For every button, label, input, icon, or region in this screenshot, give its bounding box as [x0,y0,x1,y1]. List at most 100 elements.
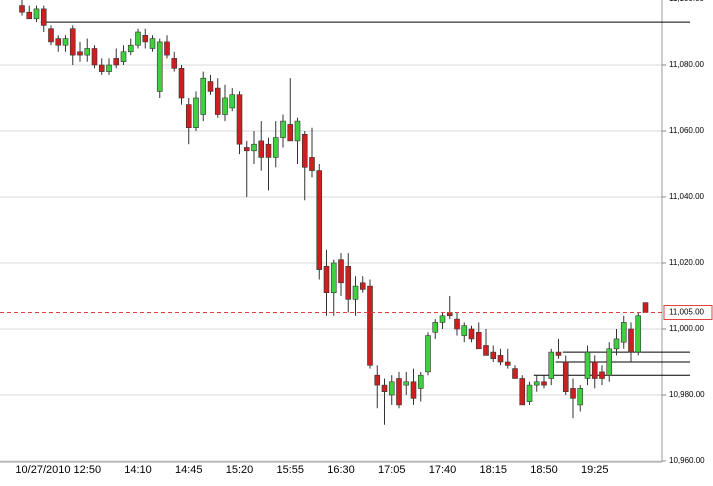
candle-body [62,38,69,46]
candle-body [149,38,156,49]
candle-body [620,322,627,343]
candle-body [577,388,584,406]
candle-body [374,374,381,386]
candle-body [164,41,170,56]
x-tick-label: 14:45 [175,464,203,476]
candle-body [127,44,134,53]
candle-body [106,64,112,72]
candle-body [77,51,83,56]
candle-body [142,34,149,43]
candle-body [475,331,482,350]
y-tick-label: 10,960.00 [669,456,705,465]
candle-body [287,124,294,142]
candle-body [591,361,598,379]
y-tick-label: 11,080.00 [669,60,705,69]
y-tick-label: 11,000.00 [669,324,705,333]
candle-body [330,262,337,294]
candle-body [461,325,468,336]
y-tick-label: 10,980.00 [669,390,705,399]
candle-body [504,361,511,366]
candle-body [120,51,127,62]
candle-body [526,384,533,402]
candle-body [280,120,286,138]
candle-body [417,374,424,389]
candle-body [316,170,323,270]
candle-body [396,378,402,406]
candle-body [533,381,540,386]
candle-body [613,338,620,350]
candle-body [381,384,388,393]
x-tick-label: 18:50 [530,464,558,476]
y-tick-label: 11,040.00 [669,192,705,201]
x-tick-label: 10/27/2010 12:50 [15,464,101,476]
candle-body [410,381,417,399]
candle-body [584,351,591,379]
candle-body [468,328,475,340]
candle-body [519,378,526,406]
y-tick-label: 11,020.00 [669,258,705,267]
candle-body [33,8,40,20]
candle-body [301,134,308,168]
candle-body [606,348,613,376]
candle-body [200,77,207,115]
candle-body [55,38,62,46]
candle-body [229,94,236,109]
candle-body [628,328,634,353]
candle-body [185,104,192,128]
x-tick-label: 15:55 [276,464,304,476]
candle-body [272,137,279,158]
candle-body [19,5,25,13]
candle-body [541,381,547,386]
candle-body [40,8,47,26]
candle-body [222,97,228,115]
x-tick-label: 18:15 [479,464,507,476]
candle-body [171,58,178,69]
current-price-label: 11,005.00 [669,308,705,317]
candle-body [193,97,199,129]
candle-body [570,388,576,399]
candle-body [548,351,555,379]
candle-body [338,259,344,284]
candle-body [243,147,250,152]
candle-body [91,48,98,66]
candle-body [483,345,489,356]
x-tick-label: 16:30 [327,464,355,476]
candle-body [403,381,410,386]
candle-body [635,315,642,353]
x-tick-label: 17:40 [429,464,457,476]
candle-body [352,285,359,300]
candle-body [388,381,395,396]
candle-body [432,322,439,333]
candle-body [512,368,518,379]
candle-body [345,265,352,300]
candle-body [236,94,243,145]
candle-body [323,265,330,293]
x-tick-label: 19:25 [581,464,609,476]
candle-body [642,302,649,313]
candle-body [251,143,257,152]
candle-body [490,351,497,360]
candle-body [113,58,120,66]
y-tick-label: 11,060.00 [669,126,705,135]
candle-body [84,48,91,56]
candle-body [439,315,446,323]
candle-body [26,11,33,20]
candle-body [425,335,431,373]
candle-body [258,140,265,158]
candle-body [48,28,54,43]
current-price-box [663,305,713,320]
candle-body [359,282,366,290]
candle-body [265,143,272,158]
candle-body [309,157,315,171]
x-tick-label: 14:10 [124,464,152,476]
candle-body [178,68,185,99]
candle-body [135,31,141,46]
candle-body [294,120,301,142]
candle-body [156,41,163,92]
candle-body [214,87,221,115]
candle-body [497,355,504,363]
y-tick-label: 11,100.00 [669,0,705,3]
x-tick-label: 15:20 [226,464,254,476]
candle-body [207,81,214,92]
